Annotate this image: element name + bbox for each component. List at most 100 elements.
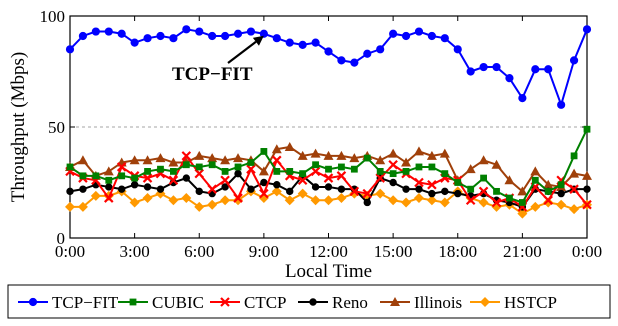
x-tick-label: 9:00 [249, 242, 279, 261]
data-point [195, 163, 203, 171]
data-point [480, 174, 487, 182]
data-point [389, 29, 398, 38]
data-point [428, 163, 436, 171]
data-point [376, 45, 385, 54]
data-point [208, 161, 216, 169]
data-point [66, 163, 74, 171]
data-point [105, 183, 113, 191]
data-point [271, 186, 282, 197]
data-point [401, 197, 412, 208]
data-point [168, 175, 179, 186]
x-tick-label: 6:00 [184, 242, 214, 261]
data-point [583, 185, 591, 193]
x-tick-label: 12:00 [309, 242, 348, 261]
data-point [544, 65, 553, 74]
data-point [440, 34, 449, 43]
data-point [415, 185, 423, 193]
data-point [336, 193, 347, 204]
data-point [349, 186, 360, 197]
x-tick-label: 0:00 [55, 242, 85, 261]
axis-ticks: 0:00 3:00 6:00 9:00 12:00 15:00 18:00 21:00 0:00… [40, 7, 603, 261]
data-point [77, 155, 88, 165]
data-point [156, 185, 165, 193]
data-point [312, 161, 319, 169]
data-point [221, 31, 230, 41]
data-point [465, 195, 476, 206]
data-point [324, 183, 333, 191]
data-point [157, 165, 164, 173]
data-point [375, 173, 385, 183]
data-point [273, 168, 281, 175]
data-point [297, 175, 308, 186]
data-point [182, 25, 191, 34]
data-point [415, 163, 423, 171]
legend-swatch-marker [28, 297, 38, 307]
legend-label: Illinois [414, 293, 462, 312]
data-point [79, 185, 87, 193]
data-point [129, 155, 140, 165]
data-point [413, 193, 424, 204]
data-point [336, 171, 347, 181]
data-point [130, 38, 139, 47]
data-point [207, 184, 217, 194]
data-point [297, 188, 308, 199]
data-point [569, 168, 580, 178]
data-point [388, 148, 399, 158]
data-point [168, 157, 179, 167]
data-point [170, 168, 177, 175]
data-point [350, 165, 358, 173]
data-point [505, 74, 514, 83]
data-point [143, 34, 152, 43]
annotation-label: TCP−FIT [172, 64, 253, 85]
y-tick-label: 50 [48, 118, 65, 137]
series-tcp-fit [65, 25, 592, 109]
data-point [325, 165, 332, 173]
data-point [116, 162, 127, 172]
data-point [103, 166, 114, 176]
data-point [182, 161, 190, 169]
data-point [414, 27, 424, 36]
data-point [130, 181, 139, 189]
x-tick-label: 3:00 [120, 242, 150, 261]
data-point [299, 170, 307, 178]
data-point [427, 31, 436, 41]
data-point [298, 40, 307, 49]
data-point [582, 25, 592, 34]
data-point [439, 197, 450, 208]
data-point [389, 178, 397, 187]
data-point [350, 58, 359, 67]
data-point [531, 65, 540, 74]
data-point [491, 197, 502, 208]
data-point [466, 67, 475, 76]
series-cubic [66, 125, 591, 206]
data-point [246, 27, 256, 36]
data-point [441, 170, 449, 178]
data-point [337, 56, 346, 65]
data-point [117, 29, 126, 38]
data-point [531, 176, 539, 184]
legend-swatch-marker [129, 298, 137, 306]
data-point [90, 190, 101, 201]
data-point [221, 183, 229, 191]
y-tick-label: 0 [57, 229, 66, 248]
data-point [338, 163, 345, 171]
data-point [427, 179, 437, 190]
data-point [401, 31, 411, 41]
data-point [491, 159, 502, 169]
data-point [284, 141, 295, 151]
data-point [465, 164, 476, 174]
data-point [478, 155, 489, 165]
data-point [478, 197, 489, 208]
data-point [556, 199, 567, 210]
data-point [582, 199, 592, 210]
data-point [195, 187, 203, 196]
data-point [181, 151, 192, 161]
data-point [570, 152, 578, 160]
data-point [78, 31, 88, 41]
data-point [557, 100, 566, 109]
data-point [493, 187, 500, 195]
data-point [337, 185, 346, 193]
data-point [118, 185, 126, 193]
data-point [324, 47, 333, 56]
